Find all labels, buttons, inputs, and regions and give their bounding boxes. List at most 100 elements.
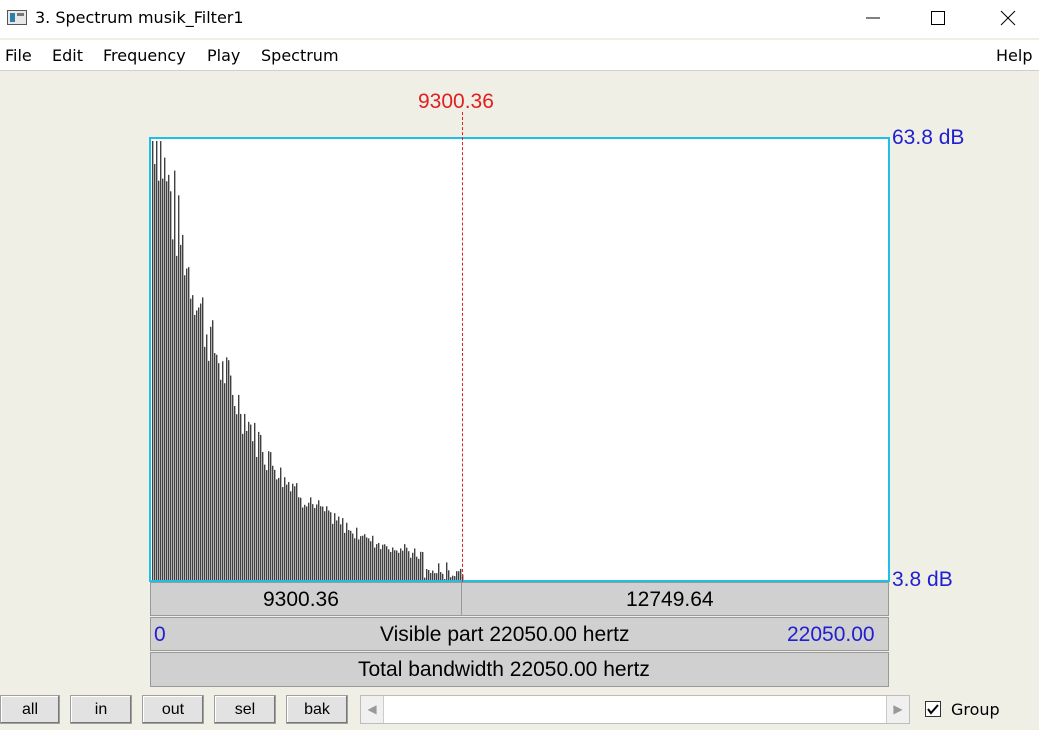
spectrum-bar — [390, 552, 392, 580]
spectrum-bar — [232, 394, 234, 580]
spectrum-bar — [314, 507, 316, 580]
selection-start-field[interactable]: 9300.36 — [150, 582, 462, 616]
spectrum-bar — [224, 383, 226, 580]
spectrum-bar — [364, 534, 366, 580]
spectrum-bar — [324, 511, 326, 580]
total-bandwidth-bar[interactable]: Total bandwidth 22050.00 hertz — [150, 652, 889, 687]
spectrum-bar — [312, 504, 314, 580]
spectrum-bar — [396, 550, 398, 580]
spectrum-bar — [310, 497, 312, 580]
spectrum-bar — [348, 530, 350, 580]
spectrum-bar — [284, 477, 286, 580]
menu-play[interactable]: Play — [207, 46, 241, 65]
spectrum-bar — [386, 546, 388, 580]
zoom-out-button[interactable]: out — [142, 695, 204, 724]
spectrum-bar — [388, 549, 390, 580]
spectrum-bar — [438, 563, 440, 580]
spectrum-bar — [342, 518, 344, 580]
spectrum-bar — [272, 465, 274, 580]
spectrum-bar — [154, 164, 156, 580]
spectrum-bar — [370, 541, 372, 580]
selection-start-value: 9300.36 — [263, 588, 339, 611]
horizontal-scrollbar[interactable]: ◀ ▶ — [360, 695, 910, 724]
spectrum-bar — [296, 483, 298, 580]
spectrum-bar — [152, 141, 154, 580]
cursor-line[interactable] — [462, 112, 463, 582]
spectrum-bar — [238, 394, 240, 580]
menu-frequency[interactable]: Frequency — [103, 46, 186, 65]
zoom-in-button[interactable]: in — [70, 695, 132, 724]
scroll-left-arrow-icon[interactable]: ◀ — [361, 696, 384, 723]
spectrum-bar — [332, 523, 334, 580]
spectrum-bar — [202, 297, 204, 580]
minimize-button[interactable] — [850, 0, 896, 36]
spectrum-bar — [374, 547, 376, 580]
spectrum-bar — [258, 431, 260, 580]
maximize-button[interactable] — [915, 0, 961, 36]
visible-end: 22050.00 — [787, 623, 875, 646]
spectrum-bar — [418, 558, 420, 580]
spectrum-bar — [330, 512, 332, 580]
spectrum-bar — [254, 422, 256, 580]
scroll-right-arrow-icon[interactable]: ▶ — [886, 696, 909, 723]
spectrum-bar — [360, 536, 362, 580]
spectrum-bar — [200, 303, 202, 580]
menu-spectrum[interactable]: Spectrum — [261, 46, 339, 65]
spectrum-bar — [242, 433, 244, 580]
spectrum-bar — [412, 552, 414, 580]
spectrum-bar — [256, 456, 258, 580]
zoom-back-button[interactable]: bak — [286, 695, 348, 724]
spectrum-bar — [208, 360, 210, 580]
db-min-label: 3.8 dB — [892, 568, 953, 591]
spectrum-bar — [166, 181, 168, 580]
spectrum-bar — [266, 470, 268, 580]
spectrum-bar — [398, 552, 400, 580]
spectrum-bar — [222, 361, 224, 580]
menu-file[interactable]: File — [5, 46, 32, 65]
spectrum-bar — [294, 486, 296, 580]
visible-part-label: Visible part 22050.00 hertz — [380, 623, 630, 646]
spectrum-bar — [262, 452, 264, 580]
spectrum-bar — [218, 363, 220, 580]
zoom-selection-button[interactable]: sel — [214, 695, 276, 724]
spectrum-bar — [162, 178, 164, 580]
spectrum-bar — [372, 535, 374, 580]
spectrum-bar — [320, 506, 322, 580]
minimize-icon — [866, 17, 880, 19]
spectrum-bar — [172, 239, 174, 580]
spectrum-bar — [194, 314, 196, 580]
spectrum-bar — [276, 479, 278, 580]
spectrum-bar — [292, 483, 294, 580]
spectrum-plot[interactable] — [149, 137, 890, 582]
spectrum-bar — [344, 532, 346, 580]
selection-width-field[interactable]: 12749.64 — [461, 582, 889, 616]
spectrum-bar — [226, 357, 228, 580]
selection-width-value: 12749.64 — [626, 588, 714, 611]
close-button[interactable] — [985, 0, 1031, 36]
title-bar: 3. Spectrum musik_Filter1 — [0, 0, 1039, 38]
spectrum-bar — [354, 538, 356, 580]
spectrum-bar — [186, 268, 188, 580]
spectrum-bar — [196, 310, 198, 580]
spectrum-window-icon — [7, 10, 27, 25]
spectrum-bar — [168, 174, 170, 580]
spectrum-bar — [270, 452, 272, 580]
spectrum-bar — [308, 502, 310, 580]
menu-edit[interactable]: Edit — [52, 46, 83, 65]
menu-help[interactable]: Help — [996, 46, 1033, 65]
checkmark-icon — [927, 704, 939, 715]
spectrum-bar — [280, 467, 282, 580]
spectrum-bar — [446, 562, 448, 580]
spectrum-bar — [336, 520, 338, 580]
group-checkbox[interactable] — [925, 701, 941, 717]
spectrum-bar — [302, 507, 304, 580]
visible-start: 0 — [154, 623, 166, 646]
zoom-all-button[interactable]: all — [0, 695, 60, 724]
spectrum-bar — [192, 295, 194, 580]
spectrum-bar — [414, 548, 416, 580]
spectrum-bar — [282, 487, 284, 580]
spectrum-bar — [408, 551, 410, 580]
visible-part-bar[interactable]: 0 Visible part 22050.00 hertz 22050.00 — [150, 617, 889, 651]
spectrum-bar — [240, 413, 242, 580]
spectrum-bar — [264, 464, 266, 580]
